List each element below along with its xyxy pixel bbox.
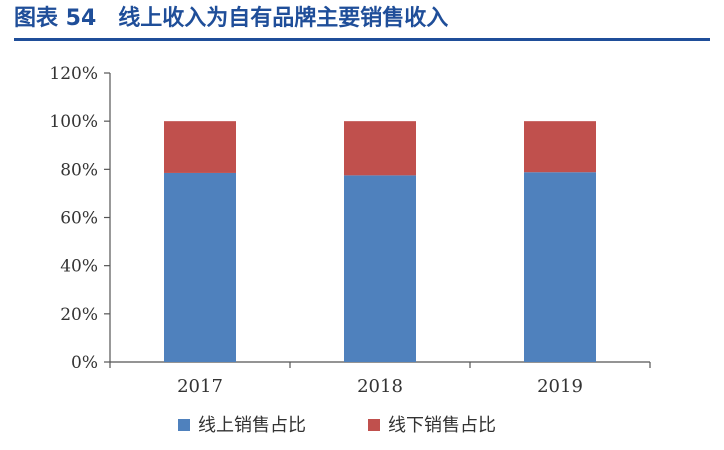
legend-swatch-online	[178, 419, 190, 431]
x-category-label: 2018	[357, 376, 403, 397]
bar-offline-2018	[344, 121, 416, 176]
bar-online-2018	[344, 175, 416, 362]
x-category-label: 2017	[177, 376, 223, 397]
legend-label-online: 线上销售占比	[198, 415, 306, 436]
y-tick-label: 80%	[60, 160, 98, 180]
bar-offline-2017	[164, 121, 236, 173]
y-tick-label: 120%	[49, 64, 98, 84]
bar-online-2017	[164, 172, 236, 362]
y-tick-label: 0%	[71, 353, 98, 373]
figure-title: 图表 54 线上收入为自有品牌主要销售收入	[14, 6, 449, 31]
y-tick-label: 20%	[60, 305, 98, 325]
bar-online-2019	[524, 172, 596, 362]
legend-swatch-offline	[368, 419, 380, 431]
y-tick-label: 100%	[49, 112, 98, 132]
title-rule	[14, 38, 710, 41]
bar-offline-2019	[524, 121, 596, 173]
x-category-label: 2019	[537, 376, 583, 397]
y-tick-label: 60%	[60, 209, 98, 229]
y-tick-label: 40%	[60, 257, 98, 277]
legend-label-offline: 线下销售占比	[388, 415, 496, 436]
